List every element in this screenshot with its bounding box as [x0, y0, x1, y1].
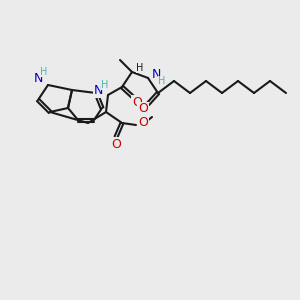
Text: O: O [132, 95, 142, 109]
Text: N: N [93, 85, 103, 98]
Text: N: N [33, 73, 43, 85]
Text: N: N [151, 68, 161, 80]
Text: O: O [138, 116, 148, 130]
Text: O: O [138, 103, 148, 116]
Text: H: H [158, 76, 166, 86]
Text: H: H [101, 80, 109, 90]
Text: H: H [40, 67, 48, 77]
Text: H: H [136, 63, 144, 73]
Text: O: O [111, 137, 121, 151]
